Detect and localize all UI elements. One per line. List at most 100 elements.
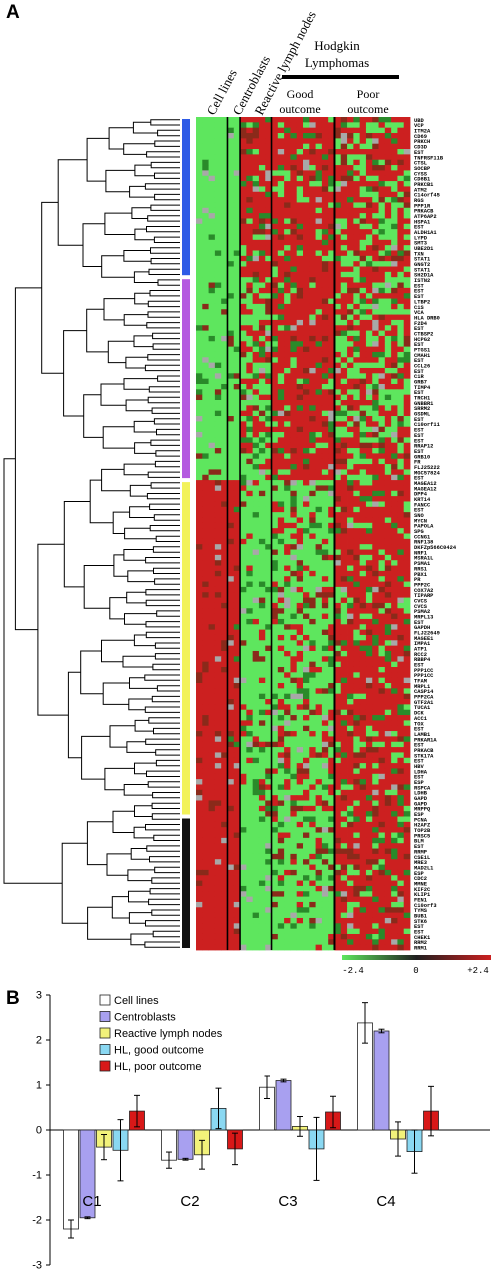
heatmap-cell [271, 512, 279, 518]
heatmap-cell [227, 400, 235, 406]
heatmap-cell [334, 255, 342, 262]
heatmap-cell [233, 362, 241, 369]
heatmap-cell [296, 442, 304, 449]
heatmap-cell [233, 512, 241, 518]
heatmap-cell [303, 848, 310, 855]
heatmap-cell [221, 602, 228, 609]
heatmap-cell [296, 464, 304, 470]
heatmap-cell [277, 656, 285, 663]
heatmap-cell [271, 448, 279, 454]
heatmap-cell [340, 271, 348, 278]
dendrogram-branch [151, 813, 180, 820]
heatmap-cell [196, 154, 203, 161]
heatmap-cell [196, 319, 203, 326]
heatmap-cell [265, 533, 272, 540]
heatmap-cell [233, 122, 241, 129]
heatmap-cell [246, 570, 254, 577]
heatmap-cell [196, 191, 203, 198]
heatmap-cell [391, 277, 398, 283]
heatmap-cell [347, 757, 354, 764]
heatmap-cell [240, 165, 247, 171]
heatmap-cell [202, 677, 209, 684]
heatmap-cell [258, 704, 266, 711]
heatmap-cell [246, 346, 254, 353]
heatmap-cell [372, 629, 379, 636]
heatmap-cell [340, 666, 348, 673]
heatmap-cell [227, 709, 235, 716]
heatmap-cell [384, 496, 392, 502]
heatmap-cell [365, 554, 373, 561]
heatmap-cell [347, 287, 354, 294]
heatmap-cell [334, 496, 342, 502]
heatmap-cell [277, 725, 285, 732]
heatmap-cell [365, 565, 373, 572]
heatmap-cell [246, 133, 254, 139]
heatmap-cell [202, 565, 209, 572]
heatmap-cell [321, 421, 329, 428]
heatmap-cell [328, 560, 335, 566]
heatmap-cell [359, 335, 367, 342]
heatmap-cell [227, 629, 235, 636]
heatmap-cell [296, 709, 304, 716]
heatmap-cell [290, 218, 298, 225]
heatmap-cell [252, 741, 260, 748]
heatmap-cell [202, 202, 209, 209]
heatmap-cell [365, 795, 373, 801]
heatmap-cell [221, 255, 228, 262]
heatmap-cell [397, 405, 405, 412]
heatmap-cell [227, 197, 235, 203]
heatmap-cell [265, 570, 272, 577]
heatmap-cell [233, 421, 241, 428]
heatmap-cell [221, 570, 228, 577]
heatmap-cell [271, 592, 279, 598]
heatmap-cell [196, 602, 203, 609]
heatmap-cell [284, 784, 291, 791]
heatmap-cell [290, 768, 298, 775]
heatmap-cell [290, 629, 298, 636]
heatmap-cell [227, 362, 235, 369]
heatmap-cell [265, 373, 272, 380]
heatmap-cell [303, 255, 310, 262]
heatmap-cell [271, 464, 279, 470]
heatmap-cell [303, 170, 310, 177]
heatmap-cell [353, 645, 361, 652]
heatmap-cell [334, 335, 342, 342]
heatmap-cell [315, 138, 323, 145]
heatmap-cell [258, 528, 266, 534]
heatmap-cell [403, 325, 411, 331]
heatmap-cell [365, 784, 373, 791]
heatmap-cell [246, 608, 254, 614]
heatmap-cell [353, 624, 361, 631]
heatmap-cell [265, 528, 272, 534]
heatmap-cell [265, 805, 272, 812]
heatmap-cell [258, 784, 266, 791]
heatmap-cell [321, 213, 329, 219]
heatmap-cell [221, 800, 228, 807]
heatmap-cell [196, 624, 203, 631]
heatmap-cell [202, 544, 209, 550]
heatmap-cell [359, 378, 367, 385]
heatmap-cell [246, 640, 254, 647]
heatmap-cell [353, 373, 361, 380]
heatmap-cell [391, 544, 398, 550]
heatmap-cell [378, 245, 386, 251]
heatmap-cell [391, 496, 398, 502]
heatmap-cell [391, 480, 398, 486]
heatmap-cell [246, 805, 254, 812]
heatmap-cell [397, 629, 405, 636]
dendrogram-branch [147, 311, 180, 318]
heatmap-cell [372, 293, 379, 299]
dendrogram-branch [153, 514, 180, 521]
heatmap-cell [397, 709, 405, 716]
heatmap-cell [340, 602, 348, 609]
heatmap-cell [353, 432, 361, 438]
dendrogram-branch [153, 567, 180, 574]
heatmap-cell [296, 576, 304, 582]
heatmap-cell [309, 608, 316, 614]
heatmap-cell [384, 613, 392, 620]
heatmap-cell [265, 138, 272, 145]
heatmap-cell [227, 298, 235, 305]
heatmap-cell [353, 474, 361, 481]
heatmap-cell [290, 309, 298, 315]
heatmap-cell [258, 672, 266, 679]
